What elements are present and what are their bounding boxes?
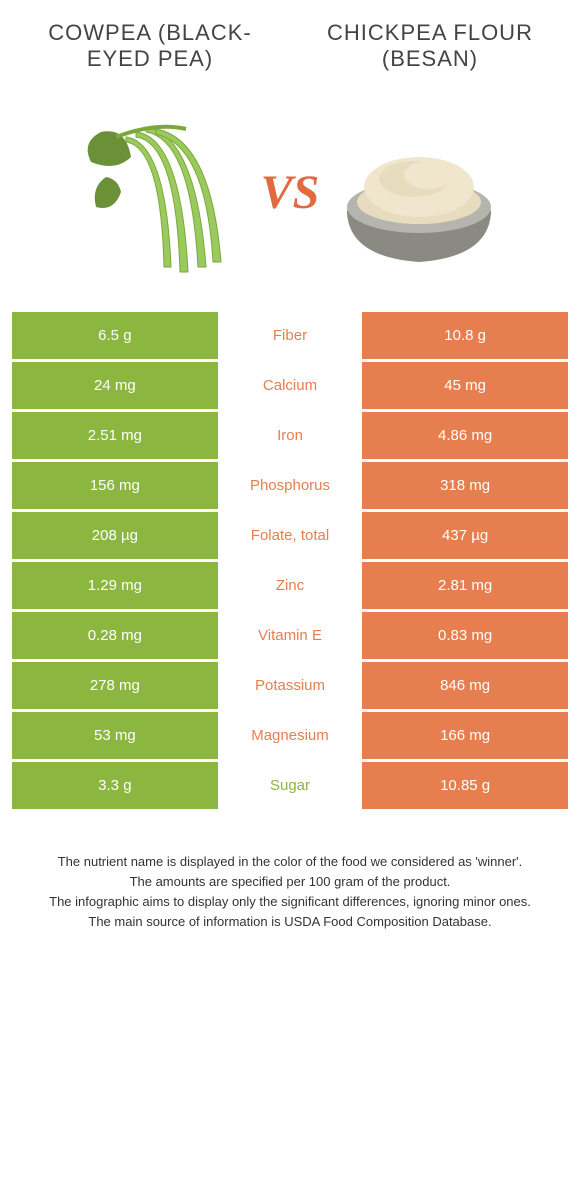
- nutrient-label: Zinc: [218, 562, 363, 609]
- footer-line: The infographic aims to display only the…: [30, 892, 550, 912]
- footer-notes: The nutrient name is displayed in the co…: [0, 812, 580, 953]
- table-row: 6.5 gFiber10.8 g: [12, 312, 568, 362]
- right-value: 318 mg: [362, 462, 568, 509]
- left-value: 2.51 mg: [12, 412, 218, 459]
- right-food-title: CHICKPEA FLOUR (BESAN): [304, 20, 556, 72]
- nutrient-label: Phosphorus: [218, 462, 363, 509]
- images-row: VS: [0, 82, 580, 312]
- table-row: 3.3 gSugar10.85 g: [12, 762, 568, 812]
- left-value: 208 µg: [12, 512, 218, 559]
- left-value: 6.5 g: [12, 312, 218, 359]
- table-row: 208 µgFolate, total437 µg: [12, 512, 568, 562]
- left-value: 24 mg: [12, 362, 218, 409]
- nutrition-table: 6.5 gFiber10.8 g24 mgCalcium45 mg2.51 mg…: [0, 312, 580, 812]
- header-titles: COWPEA (BLACK-EYED PEA) CHICKPEA FLOUR (…: [0, 0, 580, 82]
- left-value: 156 mg: [12, 462, 218, 509]
- left-value: 3.3 g: [12, 762, 218, 809]
- table-row: 53 mgMagnesium166 mg: [12, 712, 568, 762]
- table-row: 24 mgCalcium45 mg: [12, 362, 568, 412]
- footer-line: The nutrient name is displayed in the co…: [30, 852, 550, 872]
- right-value: 846 mg: [362, 662, 568, 709]
- nutrient-label: Fiber: [218, 312, 363, 359]
- left-food-title: COWPEA (BLACK-EYED PEA): [24, 20, 276, 72]
- table-row: 278 mgPotassium846 mg: [12, 662, 568, 712]
- nutrient-label: Iron: [218, 412, 363, 459]
- left-value: 0.28 mg: [12, 612, 218, 659]
- right-value: 437 µg: [362, 512, 568, 559]
- right-value: 10.85 g: [362, 762, 568, 809]
- left-value: 1.29 mg: [12, 562, 218, 609]
- vs-label: VS: [261, 165, 320, 220]
- table-row: 2.51 mgIron4.86 mg: [12, 412, 568, 462]
- right-value: 0.83 mg: [362, 612, 568, 659]
- table-row: 0.28 mgVitamin E0.83 mg: [12, 612, 568, 662]
- cowpea-image: [71, 102, 251, 282]
- footer-line: The amounts are specified per 100 gram o…: [30, 872, 550, 892]
- nutrient-label: Vitamin E: [218, 612, 363, 659]
- nutrient-label: Calcium: [218, 362, 363, 409]
- right-value: 4.86 mg: [362, 412, 568, 459]
- nutrient-label: Sugar: [218, 762, 363, 809]
- chickpea-flour-image: [329, 102, 509, 282]
- right-value: 10.8 g: [362, 312, 568, 359]
- nutrient-label: Magnesium: [218, 712, 363, 759]
- right-value: 166 mg: [362, 712, 568, 759]
- nutrient-label: Potassium: [218, 662, 363, 709]
- right-value: 2.81 mg: [362, 562, 568, 609]
- table-row: 1.29 mgZinc2.81 mg: [12, 562, 568, 612]
- left-value: 278 mg: [12, 662, 218, 709]
- table-row: 156 mgPhosphorus318 mg: [12, 462, 568, 512]
- nutrient-label: Folate, total: [218, 512, 363, 559]
- left-value: 53 mg: [12, 712, 218, 759]
- right-value: 45 mg: [362, 362, 568, 409]
- footer-line: The main source of information is USDA F…: [30, 912, 550, 932]
